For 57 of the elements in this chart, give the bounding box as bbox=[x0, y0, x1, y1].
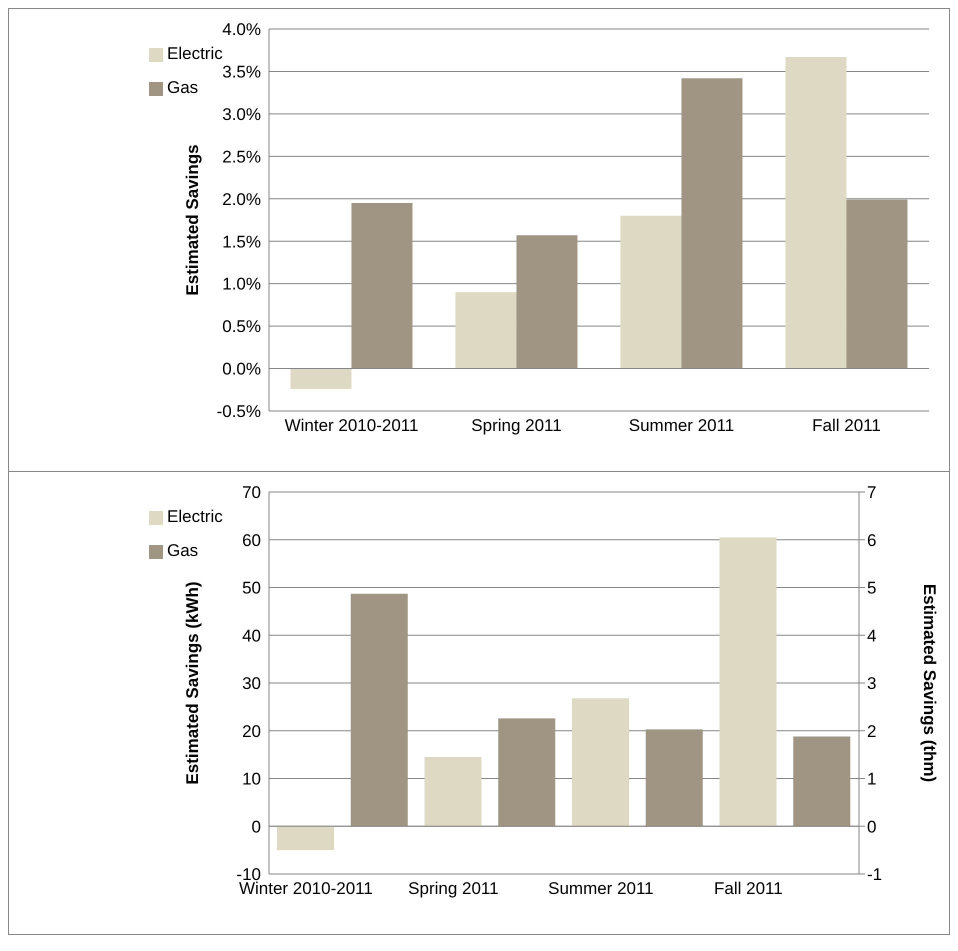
y-tick-label: 2.0% bbox=[222, 190, 261, 209]
y-tick-label: 10 bbox=[242, 770, 261, 789]
bar bbox=[620, 216, 682, 369]
y-tick-label: 70 bbox=[242, 483, 261, 502]
y2-tick-label: 7 bbox=[867, 483, 876, 502]
y2-tick-label: 5 bbox=[867, 578, 876, 598]
y2-tick-label: 0 bbox=[867, 817, 876, 836]
y-tick-label: 1.5% bbox=[222, 232, 261, 252]
y-tick-label: 3.5% bbox=[222, 62, 261, 82]
x-tick-label: Summer 2011 bbox=[628, 416, 734, 436]
y2-tick-label: -1 bbox=[867, 865, 882, 884]
x-tick-label: Summer 2011 bbox=[548, 879, 654, 898]
y-tick-label: 40 bbox=[242, 626, 261, 646]
bar bbox=[720, 537, 776, 826]
bar bbox=[681, 78, 742, 369]
x-tick-label: Spring 2011 bbox=[408, 879, 499, 898]
legend-label: Electric bbox=[167, 507, 223, 526]
x-tick-label: Fall 2011 bbox=[812, 416, 881, 436]
x-tick-label: Winter 2010-2011 bbox=[284, 416, 418, 436]
bar bbox=[290, 368, 352, 389]
bar bbox=[498, 718, 556, 826]
y2-tick-label: 3 bbox=[867, 674, 876, 694]
bar bbox=[351, 203, 412, 369]
y-tick-label: 0.5% bbox=[222, 317, 261, 336]
bar bbox=[785, 57, 846, 369]
legend-label: Gas bbox=[167, 541, 198, 560]
bar bbox=[516, 235, 578, 369]
bar bbox=[424, 757, 482, 826]
legend-label: Electric bbox=[167, 44, 223, 63]
y2-tick-label: 1 bbox=[867, 770, 876, 789]
y2-tick-label: 2 bbox=[867, 722, 876, 741]
y-axis-title: Estimated Savings bbox=[183, 144, 202, 296]
y-tick-label: 60 bbox=[242, 530, 261, 550]
bar bbox=[455, 292, 516, 369]
y2-tick-label: 4 bbox=[867, 626, 876, 646]
y2-axis-title: Estimated Savings (thm) bbox=[920, 584, 939, 782]
y-tick-label: 30 bbox=[242, 674, 261, 694]
y2-tick-label: 6 bbox=[867, 530, 876, 550]
y-tick-label: 4.0% bbox=[222, 20, 261, 40]
bar bbox=[793, 736, 850, 826]
y-tick-label: 1.0% bbox=[222, 274, 261, 294]
y-tick-label: 20 bbox=[242, 722, 261, 741]
y-tick-label: -0.5% bbox=[216, 402, 261, 422]
x-tick-label: Fall 2011 bbox=[714, 879, 783, 898]
y-tick-label: 2.5% bbox=[222, 147, 261, 166]
bar bbox=[277, 826, 334, 850]
bar bbox=[572, 698, 629, 826]
legend-label: Gas bbox=[167, 78, 198, 97]
y-tick-label: 50 bbox=[242, 578, 261, 598]
y-axis-title: Estimated Savings (kWh) bbox=[183, 581, 202, 785]
bar bbox=[350, 594, 408, 826]
y-tick-label: 0.0% bbox=[222, 360, 261, 379]
y-tick-label: 0 bbox=[252, 817, 261, 836]
bar bbox=[846, 200, 908, 369]
x-tick-label: Spring 2011 bbox=[471, 416, 562, 436]
y-tick-label: 3.0% bbox=[222, 104, 261, 124]
bar bbox=[646, 729, 703, 826]
